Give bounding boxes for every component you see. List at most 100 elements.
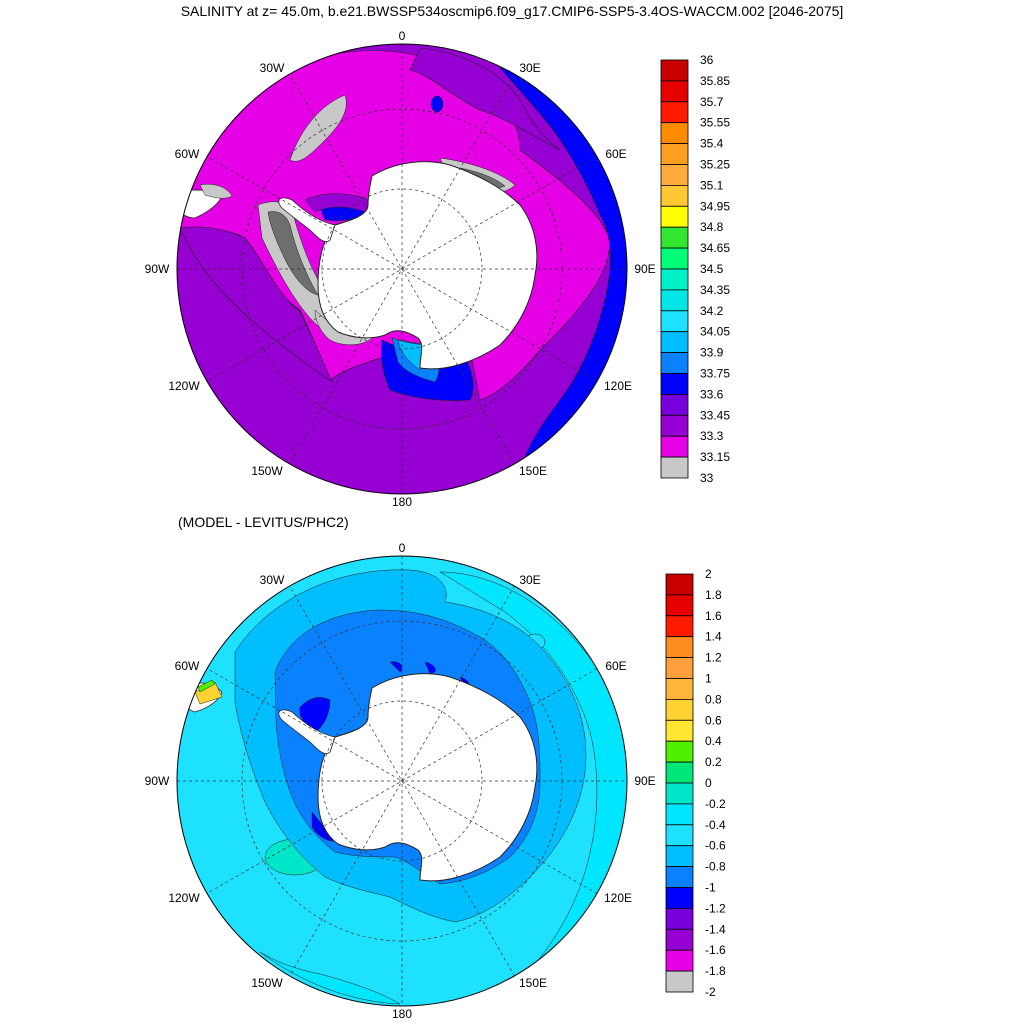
difference-colorbar-swatch bbox=[665, 887, 694, 909]
difference-colorbar-swatch bbox=[665, 761, 694, 784]
difference-colorbar-swatch bbox=[665, 866, 694, 888]
salinity-colorbar-tick-label: 34.65 bbox=[700, 241, 730, 255]
lon-label-30e: 30E bbox=[519, 61, 540, 75]
lon-label-60w: 60W bbox=[175, 147, 200, 161]
diff-lon-label-90w: 90W bbox=[145, 774, 170, 788]
salinity-colorbar: 36 35.85 35.7 35.55 35.4 35.25 35.1 34.95 34.8 34… bbox=[660, 53, 730, 485]
salinity-colorbar-swatch bbox=[660, 143, 689, 165]
salinity-band-33-dark-peninsula bbox=[267, 211, 319, 296]
salinity-colorbar-swatch bbox=[660, 59, 689, 82]
salinity-colorbar-swatch bbox=[660, 164, 689, 186]
lon-label-30w: 30W bbox=[260, 61, 285, 75]
difference-colorbar-swatch bbox=[665, 949, 694, 972]
salinity-colorbar-swatch bbox=[660, 435, 689, 458]
diff-lon-label-30w: 30W bbox=[260, 573, 285, 587]
salinity-band-33.45-north bbox=[409, 47, 561, 151]
salinity-colorbar-tick-label: 34.05 bbox=[700, 325, 730, 339]
difference-colorbar-swatch bbox=[665, 719, 694, 742]
difference-colorbar-swatch bbox=[665, 803, 694, 826]
difference-colorbar-tick-label: 1 bbox=[705, 672, 712, 686]
salinity-colorbar-tick-label: 33.75 bbox=[700, 367, 730, 381]
figure-title: SALINITY at z= 45.0m, b.e21.BWSSP534oscm… bbox=[180, 3, 844, 19]
difference-colorbar-tick-label: -1.4 bbox=[705, 922, 726, 936]
salinity-band-33.45-west bbox=[179, 226, 333, 383]
salinity-blob-33.75 bbox=[430, 95, 444, 113]
difference-colorbar-tick-label: -1.6 bbox=[705, 943, 726, 957]
diff-lon-label-120w: 120W bbox=[168, 891, 200, 905]
difference-colorbar-swatch bbox=[665, 594, 694, 617]
lon-label-180: 180 bbox=[392, 495, 412, 509]
lon-label-150e: 150E bbox=[519, 464, 547, 478]
salinity-colorbar-tick-label: 33 bbox=[700, 471, 714, 485]
difference-colorbar-swatch bbox=[665, 845, 694, 868]
difference-colorbar-swatch bbox=[665, 698, 694, 721]
salinity-colorbar-swatch bbox=[660, 393, 689, 416]
salinity-colorbar-tick-label: 35.55 bbox=[700, 116, 730, 130]
difference-colorbar-swatch bbox=[665, 907, 694, 930]
difference-colorbar-tick-label: 0.2 bbox=[705, 755, 722, 769]
salinity-colorbar-swatch bbox=[660, 331, 689, 354]
difference-colorbar-tick-label: 1.2 bbox=[705, 651, 722, 665]
difference-colorbar-swatch bbox=[665, 573, 694, 596]
difference-colorbar-swatch bbox=[665, 657, 694, 679]
diff-lon-label-30e: 30E bbox=[519, 573, 540, 587]
difference-colorbar-tick-label: 0.8 bbox=[705, 692, 722, 706]
lon-label-0: 0 bbox=[399, 29, 406, 43]
salinity-colorbar-tick-label: 35.1 bbox=[700, 178, 724, 192]
diff-antarctic-peninsula bbox=[278, 709, 336, 755]
diff-lon-label-60e: 60E bbox=[605, 659, 626, 673]
salinity-colorbar-swatch bbox=[660, 184, 689, 207]
salinity-colorbar-tick-label: 35.85 bbox=[700, 74, 730, 88]
difference-colorbar-swatch bbox=[665, 636, 694, 658]
salinity-colorbar-swatch bbox=[660, 310, 689, 333]
difference-colorbar-swatch bbox=[665, 615, 694, 638]
difference-colorbar-swatch bbox=[665, 928, 694, 951]
salinity-colorbar-tick-label: 34.5 bbox=[700, 262, 724, 276]
difference-field bbox=[177, 556, 627, 1006]
salinity-colorbar-swatch bbox=[660, 122, 689, 144]
salinity-colorbar-tick-label: 34.8 bbox=[700, 220, 724, 234]
graticule bbox=[177, 44, 627, 494]
difference-colorbar-tick-label: -1 bbox=[705, 881, 716, 895]
diff-lon-label-60w: 60W bbox=[175, 659, 200, 673]
salinity-gray-patch-sa bbox=[199, 184, 233, 199]
diff-lon-label-120e: 120E bbox=[604, 891, 632, 905]
diff-lon-label-90e: 90E bbox=[634, 774, 655, 788]
difference-colorbar-swatch bbox=[665, 740, 694, 763]
antarctic-peninsula bbox=[278, 197, 336, 243]
difference-colorbar-tick-label: 0.4 bbox=[705, 734, 722, 748]
lon-label-120e: 120E bbox=[604, 379, 632, 393]
map-boundary bbox=[176, 43, 628, 495]
diff-lon-label-150w: 150W bbox=[251, 976, 283, 990]
difference-colorbar-swatch bbox=[665, 678, 694, 700]
difference-colorbar-tick-label: -0.2 bbox=[705, 797, 726, 811]
salinity-colorbar-tick-label: 36 bbox=[700, 53, 714, 67]
difference-colorbar-tick-label: 1.6 bbox=[705, 609, 722, 623]
diff-lon-label-150e: 150E bbox=[519, 976, 547, 990]
salinity-field bbox=[177, 44, 627, 494]
salinity-colorbar-tick-label: 34.2 bbox=[700, 304, 724, 318]
difference-subtitle: (MODEL - LEVITUS/PHC2) bbox=[178, 514, 349, 530]
difference-colorbar-swatch bbox=[665, 782, 694, 805]
difference-colorbar-tick-label: -0.6 bbox=[705, 839, 726, 853]
salinity-colorbar-tick-label: 33.15 bbox=[700, 450, 730, 464]
salinity-colorbar-tick-label: 33.3 bbox=[700, 429, 724, 443]
difference-colorbar-tick-label: 0 bbox=[705, 776, 712, 790]
difference-colorbar-tick-label: 2 bbox=[705, 567, 712, 581]
salinity-colorbar-tick-label: 34.95 bbox=[700, 199, 730, 213]
difference-colorbar: 2 1.8 1.6 1.4 1.2 1 0.8 0.6 0.4 0.2 0 -0.2 -0.4 -0.6 -… bbox=[665, 567, 726, 999]
salinity-colorbar-tick-label: 33.9 bbox=[700, 346, 724, 360]
difference-colorbar-tick-label: 1.8 bbox=[705, 588, 722, 602]
salinity-colorbar-swatch bbox=[660, 456, 689, 479]
salinity-colorbar-swatch bbox=[660, 373, 689, 395]
salinity-colorbar-tick-label: 35.25 bbox=[700, 158, 730, 172]
salinity-colorbar-tick-label: 34.35 bbox=[700, 283, 730, 297]
difference-colorbar-tick-label: 0.6 bbox=[705, 713, 722, 727]
diff-lon-label-180: 180 bbox=[392, 1007, 412, 1021]
salinity-colorbar-swatch bbox=[660, 289, 689, 312]
difference-colorbar-tick-label: -0.4 bbox=[705, 818, 726, 832]
difference-colorbar-swatch bbox=[665, 824, 694, 847]
salinity-colorbar-tick-label: 33.6 bbox=[700, 387, 724, 401]
lon-label-150w: 150W bbox=[251, 464, 283, 478]
difference-colorbar-tick-label: -1.8 bbox=[705, 964, 726, 978]
